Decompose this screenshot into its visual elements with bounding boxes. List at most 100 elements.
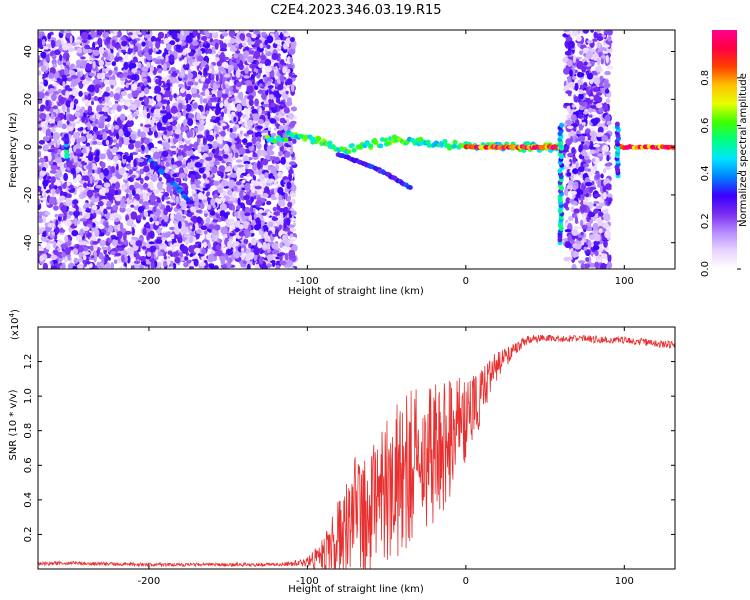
spectrogram-cell	[57, 78, 63, 83]
spectrogram-cell	[42, 262, 49, 269]
spectrogram-cell	[261, 212, 267, 216]
spectrogram-cell	[223, 99, 229, 106]
spectrogram-cell	[75, 143, 81, 150]
spectrogram-cell	[273, 211, 279, 216]
spectrogram-cell	[580, 232, 584, 236]
spectrogram-cell	[162, 63, 167, 72]
spectrogram-cell	[239, 174, 244, 179]
spectrogram-cell	[152, 206, 157, 213]
spectrogram-cell	[292, 138, 297, 144]
spectrogram-cell	[153, 215, 158, 222]
spectrogram-cell	[109, 213, 116, 221]
spectrogram-cell	[235, 181, 242, 186]
spectrogram-cell	[211, 115, 217, 120]
spectrogram-cell	[185, 35, 193, 44]
spectrogram-cell	[117, 223, 121, 232]
spectrogram-cell	[91, 189, 100, 193]
spectrogram-cell	[178, 172, 186, 179]
spectrogram-cell	[170, 213, 175, 221]
spectrogram-cell	[150, 186, 155, 191]
spectrogram-cell	[206, 134, 215, 142]
spectrogram-cell	[258, 107, 263, 114]
spectrogram-cell	[183, 177, 188, 182]
spectrogram-cell	[53, 105, 58, 110]
spectrogram-cell	[113, 92, 121, 101]
spectrogram-cell	[238, 167, 246, 175]
spectrogram-cell	[144, 34, 151, 39]
spectrogram-cell	[578, 145, 583, 153]
spectrogram-cell	[593, 200, 600, 205]
spectrogram-cell	[213, 160, 220, 166]
spectrogram-cell	[197, 144, 202, 153]
spectrogram-cell	[208, 162, 215, 167]
spectrogram-cell	[228, 138, 233, 143]
spectrogram-cell	[69, 35, 73, 44]
spectrogram-cell	[80, 126, 84, 131]
spectrogram-cell	[258, 256, 264, 265]
spectrogram-cell	[75, 168, 80, 174]
spectrogram-cell	[109, 91, 114, 98]
spectrogram-cell	[82, 226, 90, 232]
spectrogram-cell	[272, 260, 276, 268]
spectrogram-cell	[277, 45, 281, 50]
spectrogram-cell	[212, 219, 219, 223]
spectrogram-cell	[74, 111, 80, 118]
spectrogram-cell	[249, 112, 253, 119]
spectrogram-cell	[137, 86, 142, 92]
spectrogram-cell	[236, 169, 241, 178]
spectrogram-cell	[98, 153, 107, 160]
spectrogram-cell	[207, 253, 215, 262]
spectrogram-cell	[190, 260, 195, 267]
spectrogram-cell	[54, 185, 58, 190]
spectrogram-cell	[90, 208, 95, 214]
spectrogram-cell	[172, 251, 180, 257]
spectrogram-cell	[254, 264, 261, 269]
spectrogram-cell	[164, 232, 171, 238]
spectrogram-cell	[42, 179, 49, 187]
spectrogram-cell	[181, 245, 189, 254]
spectrogram-cell	[221, 179, 229, 187]
spectrogram-cell	[55, 157, 62, 164]
spectrogram-cell	[104, 61, 112, 67]
spectrogram-cell	[149, 257, 156, 263]
spectrogram-cell	[135, 240, 143, 247]
spectrogram-cell	[176, 43, 181, 49]
spectrogram-cell	[234, 50, 241, 54]
spectrogram-cell	[133, 260, 141, 264]
spectrogram-cell	[131, 189, 136, 196]
spectrogram-cell	[221, 93, 229, 99]
spectrogram-cell	[88, 72, 95, 77]
spectrogram-cell	[110, 84, 114, 89]
spectrogram-cell	[288, 172, 293, 182]
spectrogram-cell	[90, 100, 95, 106]
spectrogram-cell	[265, 200, 272, 206]
spectrogram-cell	[170, 67, 176, 72]
spectrogram-cell	[246, 263, 251, 269]
spectrogram-cell	[258, 68, 263, 74]
spectrogram-cell	[572, 155, 577, 163]
spectrogram-cell	[131, 174, 136, 179]
spectrogram-cell	[166, 184, 173, 193]
spectrogram-cell	[60, 204, 67, 213]
spectrogram-cell	[183, 143, 188, 152]
spectrogram-cell	[189, 155, 196, 160]
spectrogram-cell	[88, 84, 96, 93]
spectrogram-cell	[601, 135, 609, 143]
spectrogram-cell	[581, 239, 585, 246]
spectrogram-cell	[245, 79, 253, 86]
spectrogram-cell	[278, 252, 286, 256]
spectrogram-cell	[98, 111, 105, 115]
spectrogram-cell	[105, 231, 111, 237]
spectrogram-cell	[116, 117, 121, 126]
spectrogram-cell	[278, 150, 283, 157]
spectrogram-cell	[114, 181, 121, 190]
spectrogram-cell	[151, 57, 158, 62]
spectrogram-cell	[138, 97, 144, 101]
spectrogram-cell	[128, 32, 133, 36]
spectrogram-cell	[169, 77, 177, 84]
spectrogram-cell	[195, 241, 202, 245]
spectrogram-cell	[79, 218, 87, 222]
spectrogram-cell	[139, 255, 147, 262]
spectrogram-cell	[154, 220, 160, 226]
spectrogram-cell	[271, 52, 279, 61]
